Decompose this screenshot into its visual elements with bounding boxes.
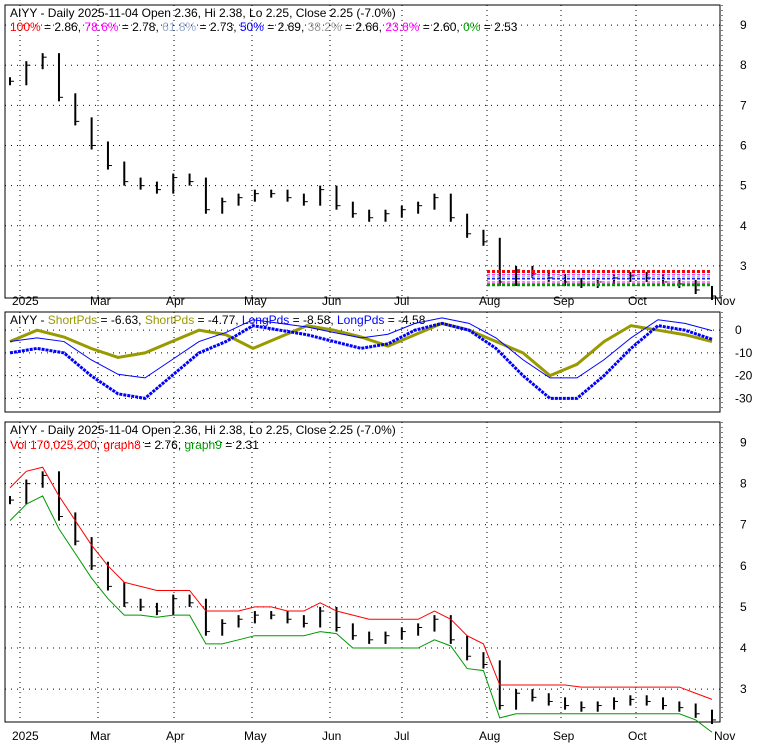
short-pds-line [9,321,713,378]
y-tick-label: 8 [740,58,747,72]
y-tick-label: 4 [740,219,747,233]
y-tick-label: 5 [740,179,747,193]
graph8-line [9,466,713,700]
osc-value: = -4.58 [384,313,425,327]
long-pds-thin-line [9,317,713,379]
y-tick-label: -30 [735,391,753,405]
x-tick-label: May [244,294,267,308]
stops-legend: Vol 170,025,200, graph8 = 2.76, graph9 =… [10,438,259,452]
fib-label: 23.6% [385,20,419,34]
x-tick-label: May [244,729,267,743]
x-tick-label: 2025 [12,729,39,743]
fib-label: 61.8% [162,20,196,34]
fib-label: 0% [463,20,481,34]
fib-label: 38.2% [308,20,342,34]
fib-value: = 2.60, [419,20,463,34]
fib-label: 50% [240,20,264,34]
fib-label: 78.6% [84,20,118,34]
osc-value: = -8.58, [289,313,337,327]
x-tick-label: Jun [322,729,341,743]
fib-legend: 100% = 2.86, 78.6% = 2.78, 61.8% = 2.73,… [10,20,518,34]
y-tick-label: 0 [735,323,742,337]
y-tick-label: 9 [740,436,747,450]
osc-value: = -4.77, [194,313,242,327]
y-tick-label: 5 [740,600,747,614]
price-title: AIYY - Daily 2025-11-04 Open 2.36, Hi 2.… [10,6,396,20]
osc-prefix: AIYY - [10,313,48,327]
stops-title: AIYY - Daily 2025-11-04 Open 2.36, Hi 2.… [10,423,396,437]
x-tick-label: Nov [714,729,735,743]
fib-value: = 2.69, [264,20,308,34]
fib-value: = 2.78, [118,20,162,34]
x-tick-label: Apr [166,294,185,308]
stops-panel-frame [4,421,721,723]
long-pds-line [9,321,713,400]
oscillator-panel-frame [4,311,721,413]
stops-value: , [97,438,104,452]
y-tick-label: 7 [740,98,747,112]
fib-value: = 2.53 [480,20,517,34]
y-tick-label: 8 [740,477,747,491]
x-tick-label: Aug [479,294,500,308]
y-tick-label: -20 [735,369,753,383]
y-tick-label: -10 [735,346,753,360]
osc-label: LongPds [337,313,384,327]
x-tick-label: Mar [90,294,111,308]
fib-value: = 2.73, [196,20,240,34]
x-tick-label: Sep [553,294,575,308]
stops-value: = 2.31 [222,438,259,452]
oscillator-legend: AIYY - ShortPds = -6.63, ShortPds = -4.7… [10,313,426,327]
x-tick-label: Mar [90,729,111,743]
x-tick-label: Jul [394,294,409,308]
fib-value: = 2.66, [342,20,386,34]
stops-label: graph8 [103,438,141,452]
x-tick-label: Nov [714,294,735,308]
y-tick-label: 6 [740,559,747,573]
y-tick-label: 9 [740,18,747,32]
osc-label: LongPds [242,313,289,327]
x-tick-label: Oct [628,294,647,308]
y-tick-label: 3 [740,259,747,273]
stops-value: = 2.76, [141,438,185,452]
price-panel-frame [4,4,721,299]
osc-label: ShortPds [48,313,97,327]
osc-value: = -6.63, [97,313,145,327]
fib-label: 100% [10,20,41,34]
x-tick-label: Jul [394,729,409,743]
fib-value: = 2.86, [41,20,85,34]
osc-label: ShortPds [145,313,194,327]
x-tick-label: Jun [322,294,341,308]
y-tick-label: 4 [740,641,747,655]
y-tick-label: 7 [740,518,747,532]
graph9-line [9,495,713,733]
x-tick-label: Aug [479,729,500,743]
x-tick-label: 2025 [12,294,39,308]
x-tick-label: Apr [166,729,185,743]
y-tick-label: 6 [740,138,747,152]
stops-label: graph9 [185,438,223,452]
stops-label: Vol 170,025,200 [10,438,97,452]
x-tick-label: Oct [628,729,647,743]
y-tick-label: 3 [740,682,747,696]
x-tick-label: Sep [553,729,575,743]
